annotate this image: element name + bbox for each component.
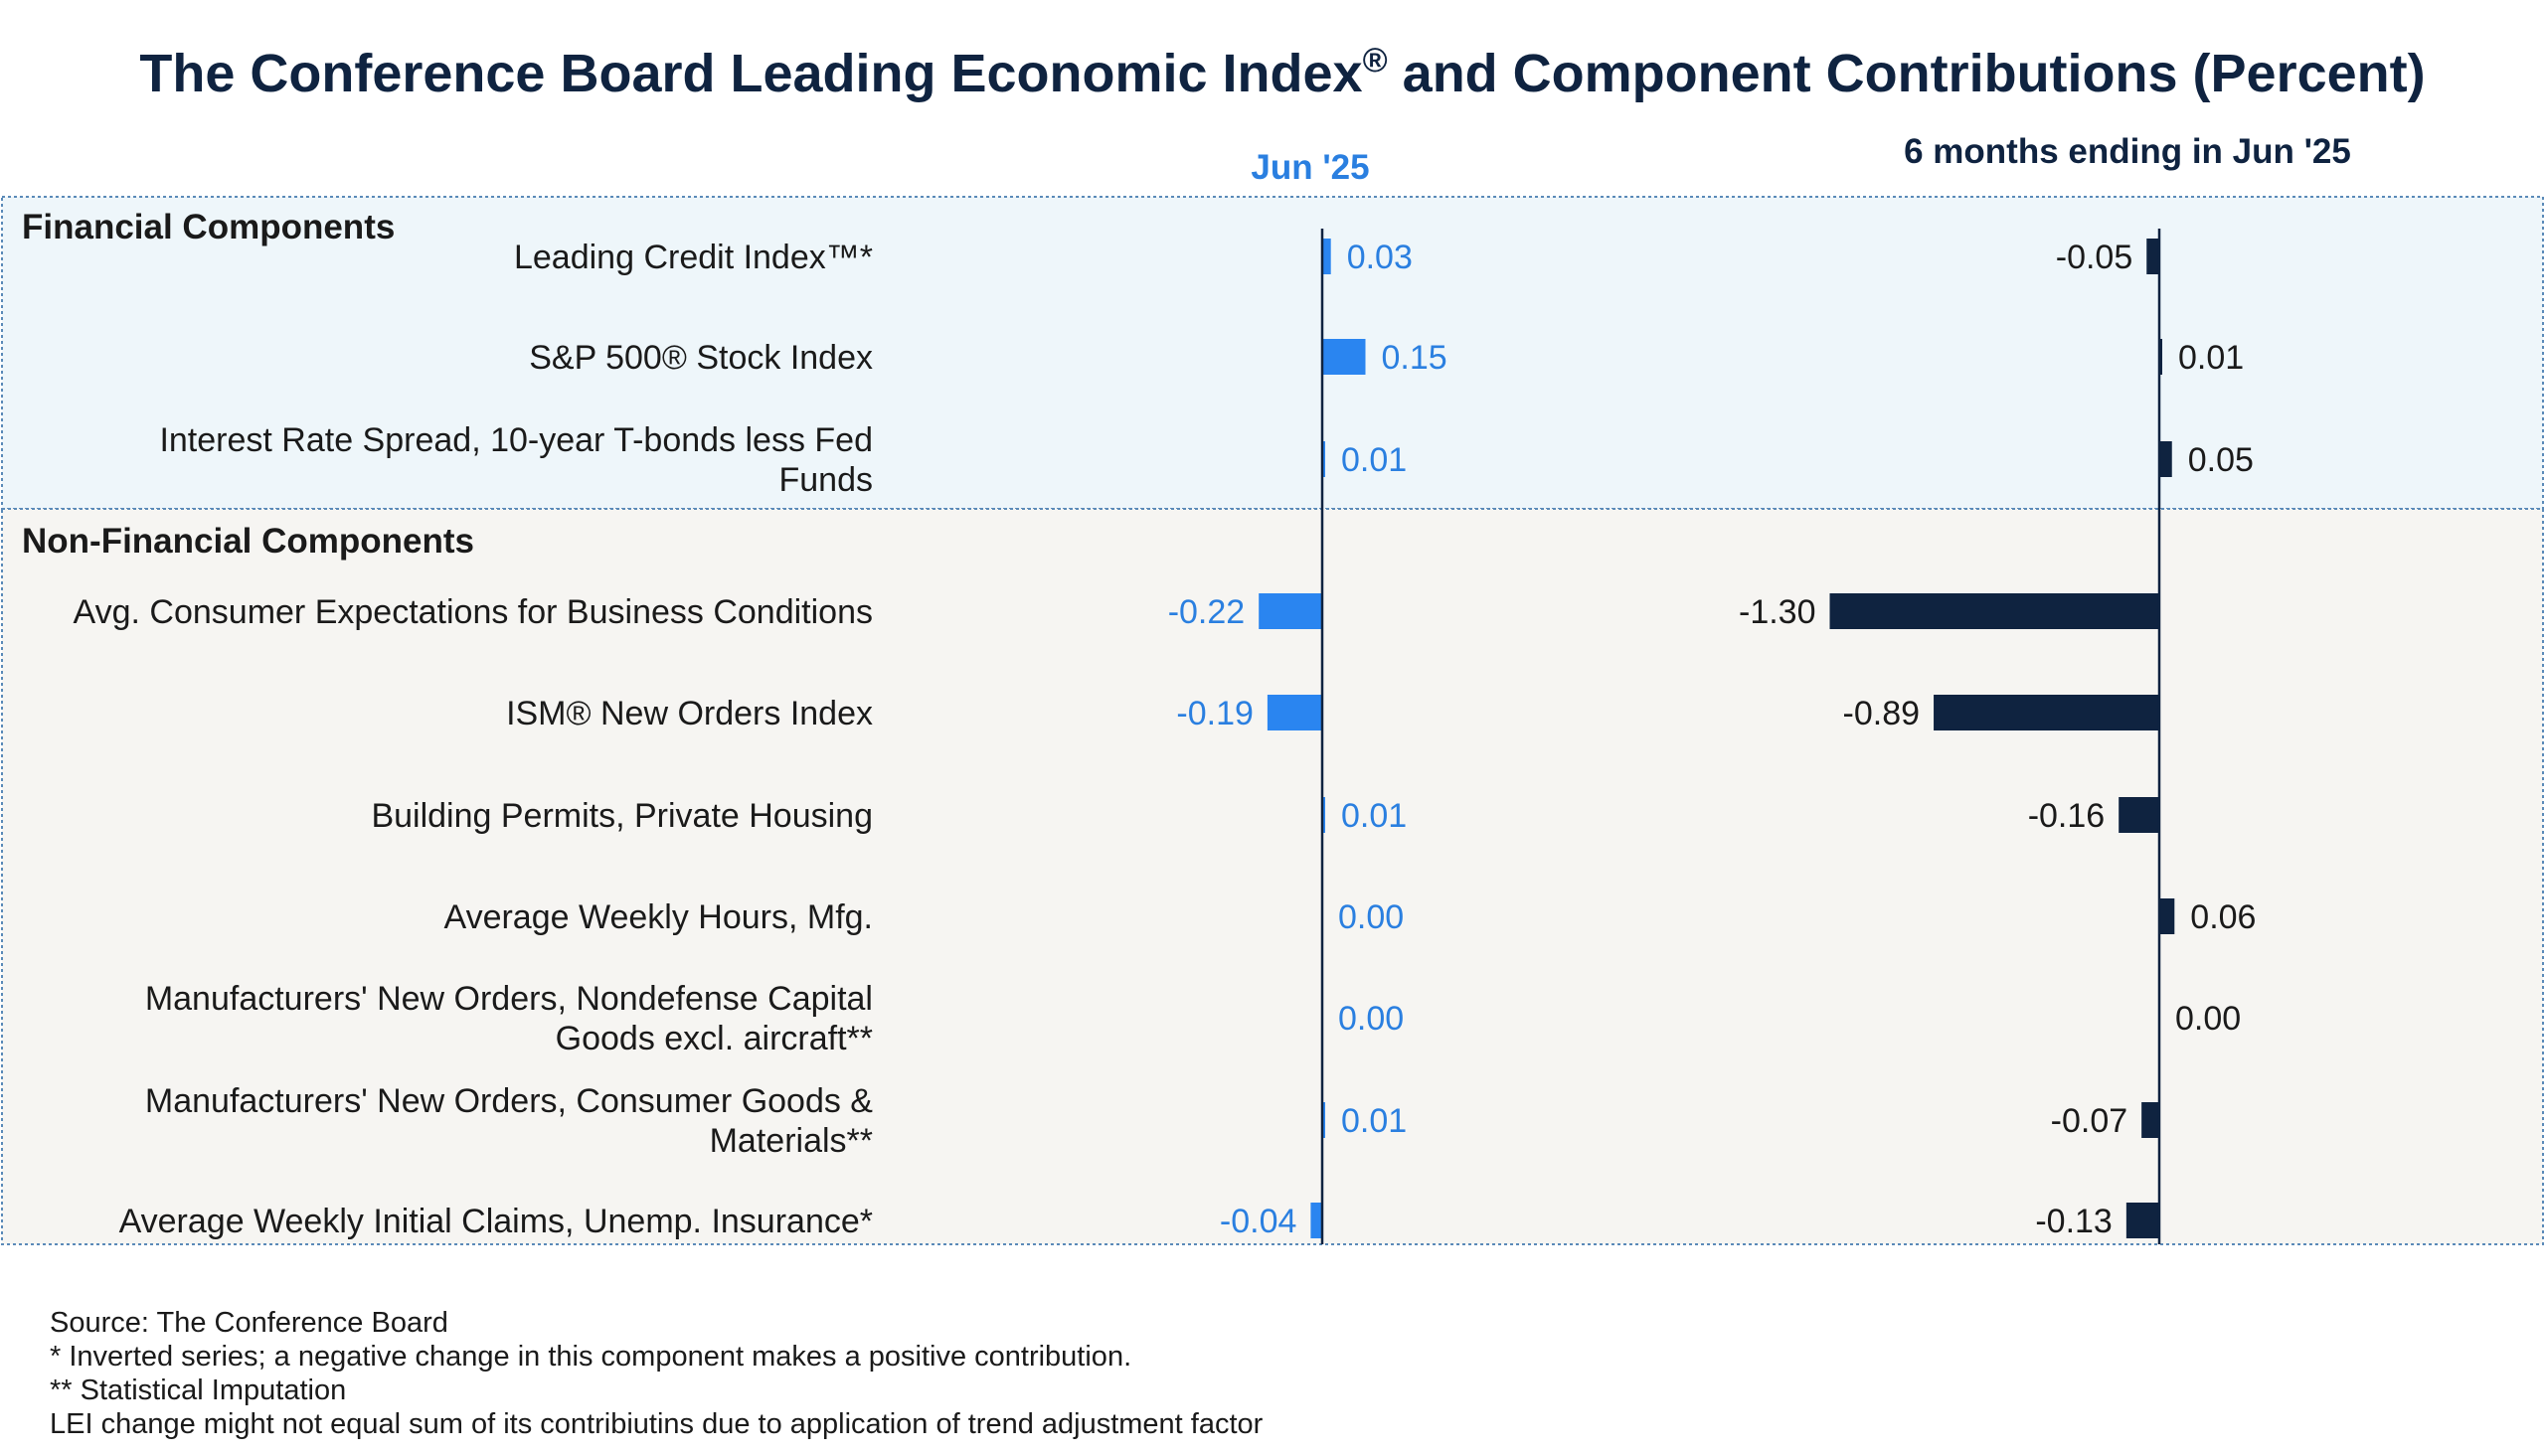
six-month-value-2: 0.05 xyxy=(2188,441,2254,479)
row-label-8-line-0: Manufacturers' New Orders, Consumer Good… xyxy=(145,1082,873,1120)
six-month-bar-3 xyxy=(1829,593,2159,629)
footnote-1: * Inverted series; a negative change in … xyxy=(50,1341,1131,1373)
six-month-value-3: -1.30 xyxy=(1739,593,1816,631)
monthly-value-9: -0.04 xyxy=(1220,1203,1297,1240)
monthly-value-1: 0.15 xyxy=(1382,339,1447,377)
chart-title: The Conference Board Leading Economic In… xyxy=(139,42,2425,103)
six-month-bar-0 xyxy=(2146,239,2159,274)
monthly-value-5: 0.01 xyxy=(1341,797,1407,835)
row-label-4: ISM® New Orders Index xyxy=(506,695,873,732)
row-label-6: Average Weekly Hours, Mfg. xyxy=(444,898,873,936)
monthly-bar-8 xyxy=(1322,1102,1325,1138)
six-month-value-0: -0.05 xyxy=(2056,239,2133,276)
row-label-7-line-1: Goods excl. aircraft** xyxy=(556,1020,873,1057)
footnote-2: ** Statistical Imputation xyxy=(50,1375,346,1406)
nonfinancial-panel xyxy=(1,508,2544,1245)
row-label-3: Avg. Consumer Expectations for Business … xyxy=(74,593,873,631)
series-header-monthly: Jun '25 xyxy=(1251,148,1369,187)
monthly-value-7: 0.00 xyxy=(1338,1000,1404,1038)
monthly-value-4: -0.19 xyxy=(1176,695,1254,732)
row-label-9: Average Weekly Initial Claims, Unemp. In… xyxy=(119,1203,873,1240)
six-month-bar-9 xyxy=(2125,1203,2159,1238)
six-month-bar-5 xyxy=(2119,797,2159,833)
six-month-value-7: 0.00 xyxy=(2175,1000,2241,1038)
six-month-value-1: 0.01 xyxy=(2178,339,2244,377)
monthly-bar-4 xyxy=(1267,695,1322,730)
monthly-value-2: 0.01 xyxy=(1341,441,1407,479)
monthly-bar-0 xyxy=(1322,239,1331,274)
group-label-nonfinancial: Non-Financial Components xyxy=(22,522,474,561)
row-label-0: Leading Credit Index™* xyxy=(514,239,873,276)
six-month-value-9: -0.13 xyxy=(2035,1203,2113,1240)
row-label-5: Building Permits, Private Housing xyxy=(371,797,873,835)
monthly-bar-5 xyxy=(1322,797,1325,833)
six-month-bar-4 xyxy=(1934,695,2159,730)
footnote-3: LEI change might not equal sum of its co… xyxy=(50,1408,1264,1440)
six-month-value-8: -0.07 xyxy=(2051,1102,2128,1140)
footnote-0: Source: The Conference Board xyxy=(50,1307,448,1339)
monthly-bar-2 xyxy=(1322,441,1325,477)
monthly-bar-9 xyxy=(1310,1203,1322,1238)
six-month-value-6: 0.06 xyxy=(2190,898,2256,936)
row-label-8-line-1: Materials** xyxy=(710,1122,873,1160)
series-header-six-month: 6 months ending in Jun '25 xyxy=(1904,132,2351,171)
monthly-value-3: -0.22 xyxy=(1168,593,1246,631)
six-month-value-5: -0.16 xyxy=(2028,797,2106,835)
monthly-bar-1 xyxy=(1322,339,1366,375)
six-month-bar-6 xyxy=(2159,898,2175,934)
monthly-value-6: 0.00 xyxy=(1338,898,1404,936)
six-month-bar-8 xyxy=(2141,1102,2159,1138)
row-label-2-line-1: Funds xyxy=(779,461,874,499)
row-label-2-line-0: Interest Rate Spread, 10-year T-bonds le… xyxy=(159,421,873,459)
row-label-1: S&P 500® Stock Index xyxy=(529,339,873,377)
financial-panel xyxy=(1,196,2544,510)
monthly-value-8: 0.01 xyxy=(1341,1102,1407,1140)
row-label-7-line-0: Manufacturers' New Orders, Nondefense Ca… xyxy=(145,980,873,1018)
six-month-value-4: -0.89 xyxy=(1843,695,1921,732)
monthly-value-0: 0.03 xyxy=(1347,239,1413,276)
group-label-financial: Financial Components xyxy=(22,208,395,246)
six-month-bar-1 xyxy=(2159,339,2162,375)
six-month-bar-2 xyxy=(2159,441,2172,477)
monthly-bar-3 xyxy=(1259,593,1322,629)
